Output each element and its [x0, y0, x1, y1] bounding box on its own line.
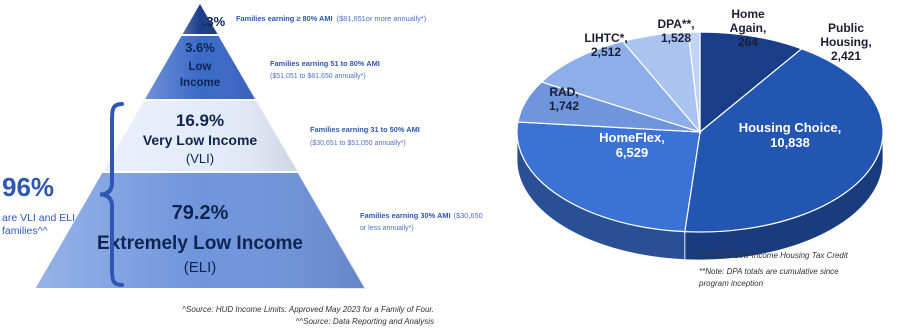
pyramid-tier-name-3: Very Low Income: [143, 132, 258, 148]
tier-annotation-sub-2: ($51,051 to $81,650 annually*): [270, 73, 366, 80]
pie-label-dpa-: 1,528: [661, 31, 691, 45]
pyramid-tier-shade-1: [180, 2, 220, 35]
pie-slice-home-again: [687, 31, 701, 133]
pyramid-source-1: ^Source: HUD Income Limits: Approved May…: [182, 305, 434, 314]
tier-annotation-2: Families earning 51 to 80% AMI: [270, 59, 380, 68]
pyramid-tier-shade-3: [101, 100, 299, 172]
callout-line-2: families^^: [2, 225, 48, 237]
pie-label-public-housing: Housing,: [820, 35, 871, 49]
tier-annotation-tail-4: ($30,650: [454, 211, 483, 220]
pyramid-tier-name-2: Income: [180, 77, 220, 89]
pie-label-housing-choice: 10,838: [770, 135, 810, 150]
pie-slice-public-housing: [699, 31, 803, 134]
pie-label-homeflex: 6,529: [616, 145, 649, 160]
pie-note-1: *LIHTC = Low-Income Housing Tax Credit: [699, 251, 848, 260]
tier-annotation-3: Families earning 31 to 50% AMI: [310, 125, 420, 134]
callout-line-1: are VLI and ELI: [2, 212, 75, 224]
eli-vli-brace: [99, 102, 124, 287]
pie-label-lihtc-: 2,512: [591, 45, 621, 59]
income-pyramid: .3% 3.6% Low Income 16.9% Very Low Income (VLI…: [32, 0, 483, 290]
housing-pie-chart: Housing Choice,10,838HomeFlex,6,529RAD,1…: [516, 7, 884, 261]
pie-slice-lihtc-: [540, 40, 702, 134]
pie-label-public-housing: 2,421: [831, 49, 861, 63]
tier-annotation-sub-1: ($81,651or more annually*): [337, 14, 427, 23]
pyramid-tier-name-2: Low: [189, 61, 212, 73]
pyramid-tier-name-3: (VLI): [186, 151, 214, 166]
pie-label-home-again: Home: [731, 7, 765, 21]
pyramid-tier-name-4: (ELI): [184, 259, 217, 276]
tier-annotation-sub-4: or less annually*): [360, 225, 414, 232]
pyramid-tier-name-4: Extremely Low Income: [97, 233, 303, 254]
tier-annotation-sub-3: ($30,651 to $51,050 annually*): [310, 140, 406, 147]
pie-label-public-housing: Public: [828, 21, 864, 35]
pyramid-tier-shade-2: [143, 35, 257, 100]
pie-label-home-again: Again,: [730, 21, 767, 35]
pie-label-lihtc-: LIHTC*,: [584, 31, 627, 45]
pyramid-tier-value-4: 79.2%: [172, 202, 229, 224]
curly-brace: [99, 102, 124, 287]
pyramid-tier-value-1: .3%: [203, 14, 226, 29]
pie-slice-homeflex: [516, 121, 701, 233]
pie-label-dpa-: DPA**,: [657, 17, 694, 31]
pie-label-rad: 1,742: [549, 99, 579, 113]
pyramid-tier-value-3: 16.9%: [176, 111, 224, 130]
pie-label-housing-choice: Housing Choice,: [739, 120, 842, 135]
pyramid-tier-shade-4: [34, 172, 366, 289]
tier-annotation-1: Families earning ≥ 80% AMI ($81,651or mor…: [236, 14, 426, 23]
pie-note-2: **Note: DPA totals are cumulative since: [699, 267, 839, 276]
pyramid-source-2: ^^Source: Data Reporting and Analysis: [295, 317, 434, 326]
pie-slice-housing-choice: [684, 48, 884, 233]
callout-percent: 96%: [2, 172, 55, 202]
pie-label-homeflex: HomeFlex,: [599, 130, 665, 145]
pyramid-tier-value-2: 3.6%: [185, 40, 215, 55]
tier-annotation-4: Families earning 30% AMI ($30,650: [360, 211, 483, 220]
pie-label-rad: RAD,: [549, 85, 578, 99]
pie-note-3: program inception: [699, 279, 764, 288]
pie-label-home-again: 264: [738, 35, 758, 49]
